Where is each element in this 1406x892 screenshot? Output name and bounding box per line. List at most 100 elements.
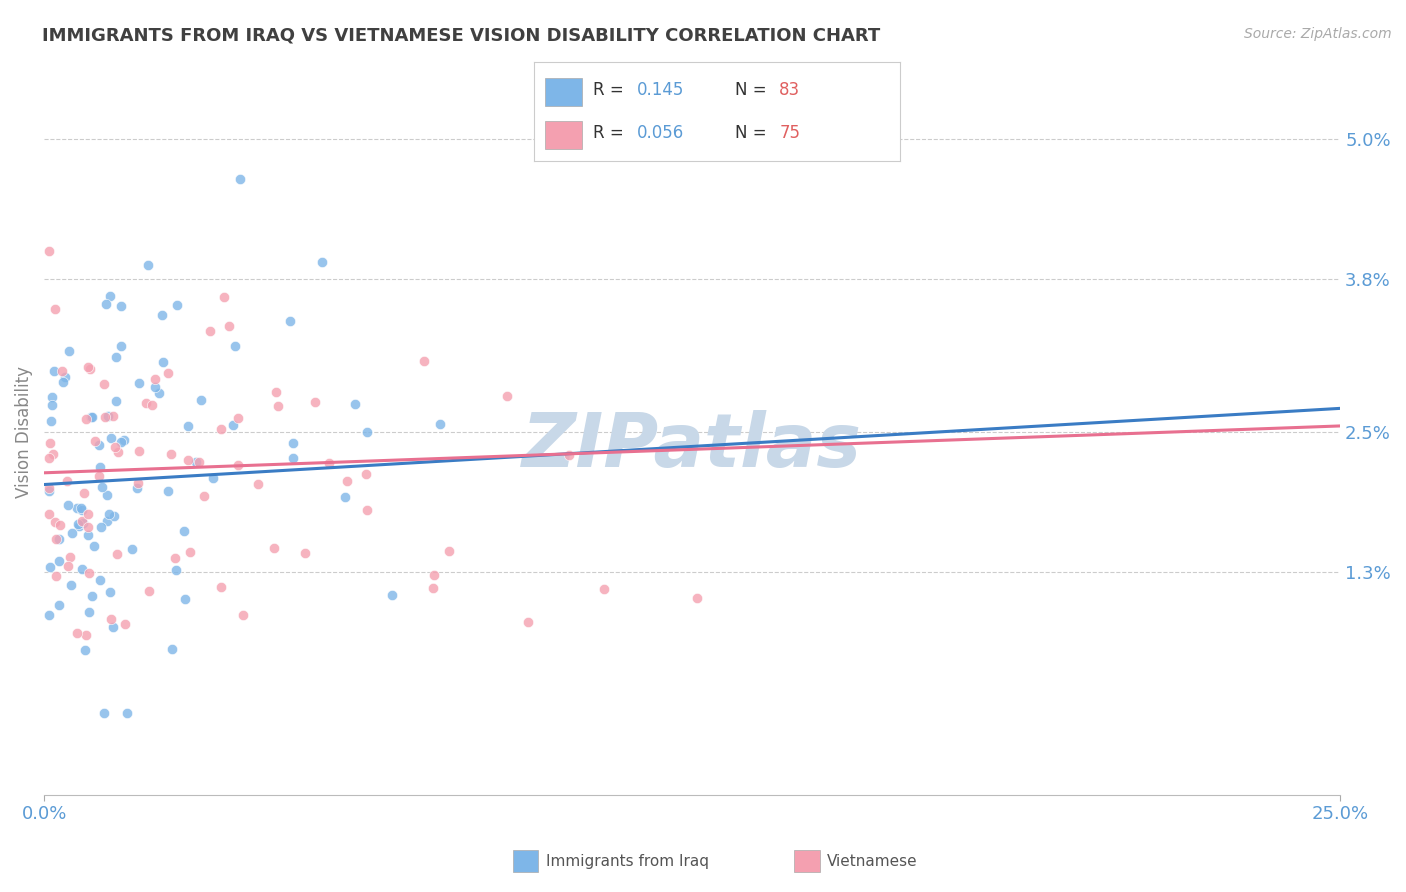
- Point: [83, 539, 105, 553]
- Point: [128, 444, 150, 458]
- Point: [67, 519, 90, 533]
- Point: [73, 485, 96, 500]
- Point: [413, 354, 436, 368]
- Point: [200, 324, 222, 338]
- Point: [294, 546, 316, 560]
- Point: [281, 450, 304, 465]
- Point: [44, 301, 66, 316]
- Point: [72, 562, 94, 576]
- Point: [79, 566, 101, 581]
- Point: [356, 425, 378, 439]
- Point: [72, 516, 94, 530]
- Point: [165, 563, 187, 577]
- Text: IMMIGRANTS FROM IRAQ VS VIETNAMESE VISION DISABILITY CORRELATION CHART: IMMIGRANTS FROM IRAQ VS VIETNAMESE VISIO…: [42, 27, 880, 45]
- Point: [76, 527, 98, 541]
- Point: [100, 431, 122, 445]
- Point: [44, 515, 66, 529]
- Point: [44, 364, 66, 378]
- Point: [152, 355, 174, 369]
- Point: [65, 500, 87, 515]
- Point: [179, 545, 201, 559]
- Point: [266, 384, 288, 399]
- Point: [110, 434, 132, 449]
- Point: [232, 607, 254, 622]
- Point: [592, 582, 614, 597]
- Point: [45, 532, 67, 546]
- Point: [83, 434, 105, 448]
- Point: [104, 440, 127, 454]
- Point: [177, 453, 200, 467]
- Point: [73, 643, 96, 657]
- Point: [98, 584, 121, 599]
- Point: [38, 508, 60, 522]
- Point: [429, 417, 451, 432]
- Y-axis label: Vision Disability: Vision Disability: [15, 366, 32, 498]
- Point: [93, 706, 115, 720]
- Point: [104, 393, 127, 408]
- Point: [96, 514, 118, 528]
- Point: [222, 418, 245, 433]
- Point: [66, 516, 89, 531]
- Point: [38, 483, 60, 498]
- Point: [39, 413, 62, 427]
- Text: N =: N =: [735, 124, 772, 142]
- Point: [162, 641, 184, 656]
- Point: [52, 375, 75, 389]
- Point: [38, 560, 60, 574]
- Point: [354, 467, 377, 481]
- Point: [49, 517, 72, 532]
- Point: [190, 392, 212, 407]
- Point: [89, 460, 111, 475]
- Point: [103, 509, 125, 524]
- Point: [38, 244, 60, 258]
- Point: [80, 410, 103, 425]
- Text: R =: R =: [593, 81, 628, 99]
- Point: [56, 498, 79, 512]
- Point: [89, 469, 111, 483]
- FancyBboxPatch shape: [546, 78, 582, 105]
- Point: [90, 520, 112, 534]
- Point: [686, 591, 709, 605]
- Point: [48, 532, 70, 546]
- Point: [38, 450, 60, 465]
- Point: [173, 524, 195, 538]
- Point: [283, 436, 305, 450]
- Point: [156, 367, 179, 381]
- Text: Source: ZipAtlas.com: Source: ZipAtlas.com: [1244, 27, 1392, 41]
- Point: [138, 259, 160, 273]
- Point: [100, 288, 122, 302]
- Point: [48, 554, 70, 568]
- Point: [558, 448, 581, 462]
- Point: [75, 412, 97, 426]
- Point: [224, 339, 246, 353]
- Point: [226, 410, 249, 425]
- Point: [304, 395, 326, 409]
- Point: [66, 626, 89, 640]
- Text: Vietnamese: Vietnamese: [827, 855, 917, 869]
- Point: [45, 569, 67, 583]
- Point: [187, 455, 209, 469]
- Point: [89, 573, 111, 587]
- Point: [201, 471, 224, 485]
- Point: [101, 409, 124, 423]
- Point: [107, 445, 129, 459]
- Text: ZIPatlas: ZIPatlas: [522, 409, 862, 483]
- Point: [343, 396, 366, 410]
- Point: [422, 581, 444, 595]
- Point: [517, 615, 540, 629]
- Point: [77, 359, 100, 374]
- Point: [159, 447, 181, 461]
- Point: [97, 409, 120, 423]
- Point: [311, 254, 333, 268]
- Point: [246, 476, 269, 491]
- Point: [101, 620, 124, 634]
- Point: [163, 550, 186, 565]
- Point: [53, 370, 76, 384]
- Point: [38, 482, 60, 496]
- Point: [115, 706, 138, 720]
- FancyBboxPatch shape: [546, 121, 582, 149]
- Point: [77, 605, 100, 619]
- Point: [90, 479, 112, 493]
- Point: [42, 447, 65, 461]
- Point: [156, 484, 179, 499]
